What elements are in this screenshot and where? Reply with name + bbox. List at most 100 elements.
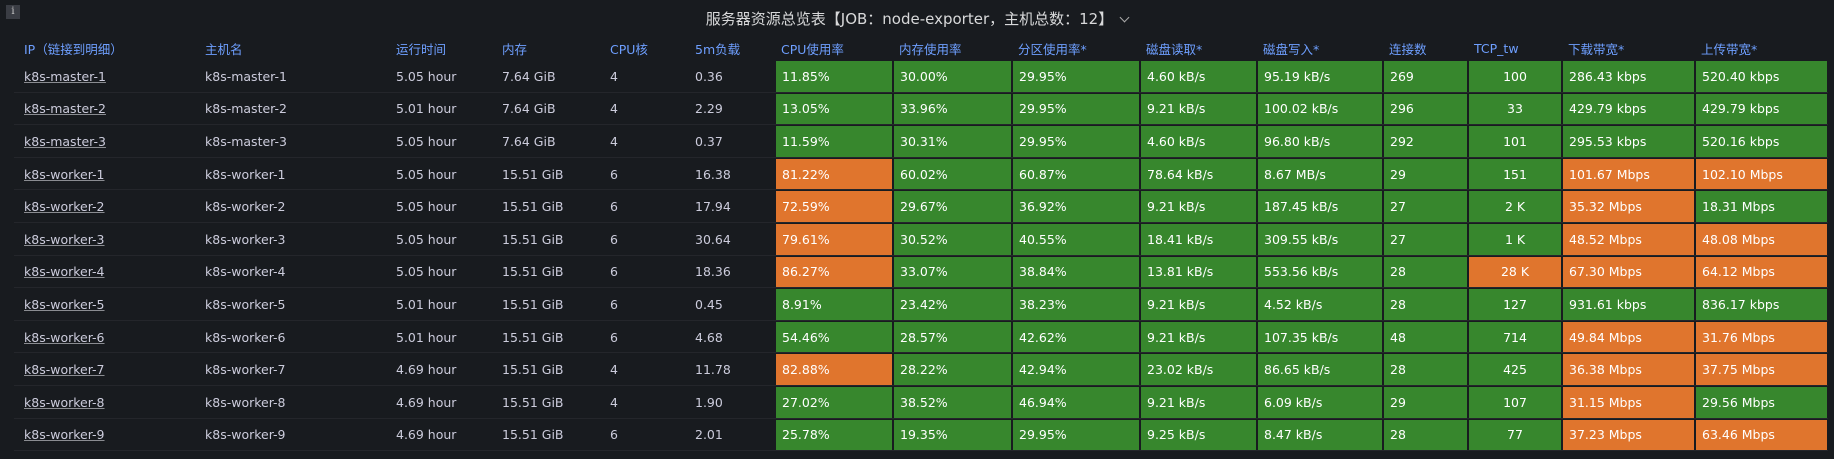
title-chevron[interactable] <box>1119 12 1130 23</box>
table-cell: k8s-worker-4 <box>205 264 286 280</box>
column-header[interactable]: 5m负载 <box>695 41 741 57</box>
table-cell: k8s-worker-9 <box>205 427 286 443</box>
table-cell: 49.84 Mbps <box>1563 321 1694 353</box>
row-divider <box>14 222 1828 223</box>
row-divider <box>14 352 1828 354</box>
table-cell: 72.59% <box>776 191 892 222</box>
row-divider <box>14 189 1828 191</box>
table-cell: 101.67 Mbps <box>1563 158 1694 190</box>
table-cell: 5.05 hour <box>396 231 457 247</box>
table-cell: 5.01 hour <box>396 296 457 312</box>
table-cell: 29.95% <box>1013 419 1139 451</box>
column-header[interactable]: 分区使用率* <box>1018 41 1087 57</box>
host-link[interactable]: k8s-master-2 <box>24 101 106 117</box>
table-cell: 8.47 kB/s <box>1258 419 1382 451</box>
host-link[interactable]: k8s-worker-2 <box>24 199 105 215</box>
table-cell: 28 <box>1384 256 1467 288</box>
table-cell: 5.05 hour <box>396 133 457 149</box>
table-cell: k8s-master-1 <box>205 68 287 84</box>
table-cell: 60.87% <box>1013 158 1139 190</box>
table-cell: 38.23% <box>1013 289 1139 320</box>
table-cell: 17.94 <box>695 199 731 215</box>
column-header[interactable]: 主机名 <box>205 41 243 57</box>
table-cell: 931.61 kbps <box>1563 289 1694 320</box>
column-header[interactable]: TCP_tw <box>1474 40 1519 56</box>
row-divider <box>14 156 1828 158</box>
table-cell: k8s-worker-5 <box>205 296 286 312</box>
table-cell: k8s-worker-2 <box>205 199 286 215</box>
table-cell: 5.05 hour <box>396 68 457 84</box>
column-header[interactable]: 内存使用率 <box>899 41 962 57</box>
table-cell: 15.51 GiB <box>502 362 564 378</box>
column-header[interactable]: 运行时间 <box>396 41 447 57</box>
table-cell: 5.01 hour <box>396 329 457 345</box>
table-cell: 27 <box>1384 191 1467 222</box>
table-cell: 29.67% <box>894 191 1011 222</box>
host-link[interactable]: k8s-worker-9 <box>24 427 105 443</box>
table-cell: 15.51 GiB <box>502 296 564 312</box>
table-cell: 4.68 <box>695 329 723 345</box>
table-cell: 107 <box>1469 387 1561 418</box>
table-cell: 151 <box>1469 158 1561 190</box>
table-cell: 29 <box>1384 387 1467 418</box>
table-cell: 6.09 kB/s <box>1258 387 1382 418</box>
table-cell: 0.45 <box>695 296 723 312</box>
table-cell: 6 <box>610 427 618 443</box>
table-cell: 4 <box>610 68 618 84</box>
column-header[interactable]: 连接数 <box>1389 41 1427 57</box>
column-header[interactable]: 上传带宽* <box>1701 41 1758 57</box>
host-link[interactable]: k8s-worker-7 <box>24 362 105 378</box>
table-cell: 18.41 kB/s <box>1141 224 1256 255</box>
column-header[interactable]: 磁盘读取* <box>1146 41 1203 57</box>
table-cell: 29 <box>1384 158 1467 190</box>
table-cell: 4 <box>610 362 618 378</box>
table-cell: 67.30 Mbps <box>1563 256 1694 288</box>
host-link[interactable]: k8s-worker-1 <box>24 166 105 182</box>
row-divider <box>14 450 1828 452</box>
table-cell: 9.25 kB/s <box>1141 419 1256 451</box>
column-header[interactable]: CPU核 <box>610 41 648 57</box>
table-cell: 15.51 GiB <box>502 264 564 280</box>
table-cell: 269 <box>1384 61 1467 92</box>
host-link[interactable]: k8s-worker-4 <box>24 264 105 280</box>
table-cell: 37.75 Mbps <box>1696 354 1827 385</box>
row-divider <box>14 254 1828 256</box>
row-divider <box>14 124 1828 126</box>
panel-title[interactable]: 服务器资源总览表【JOB：node-exporter，主机总数：12】 <box>0 8 1834 30</box>
column-header[interactable]: 磁盘写入* <box>1263 41 1320 57</box>
host-link[interactable]: k8s-worker-6 <box>24 329 105 345</box>
table-cell: 6 <box>610 199 618 215</box>
host-link[interactable]: k8s-worker-5 <box>24 296 105 312</box>
table-cell: 48.52 Mbps <box>1563 224 1694 255</box>
table-cell: 29.95% <box>1013 93 1139 125</box>
table-cell: 2.29 <box>695 101 723 117</box>
table-cell: 1.90 <box>695 394 723 410</box>
table-cell: 86.27% <box>776 256 892 288</box>
column-header[interactable]: CPU使用率 <box>781 41 844 57</box>
table-cell: 38.52% <box>894 387 1011 418</box>
host-link[interactable]: k8s-master-3 <box>24 133 106 149</box>
table-cell: 5.05 hour <box>396 264 457 280</box>
table-cell: 30.52% <box>894 224 1011 255</box>
host-link[interactable]: k8s-master-1 <box>24 68 106 84</box>
table-cell: 100.02 kB/s <box>1258 93 1382 125</box>
table-cell: 309.55 kB/s <box>1258 224 1382 255</box>
host-link[interactable]: k8s-worker-3 <box>24 231 105 247</box>
table-cell: 95.19 kB/s <box>1258 61 1382 92</box>
column-header[interactable]: IP（链接到明细） <box>24 41 123 57</box>
column-header[interactable]: 下载带宽* <box>1568 41 1625 57</box>
table-cell: 8.67 MB/s <box>1258 158 1382 190</box>
table-cell: 29.95% <box>1013 126 1139 157</box>
table-cell: 37.23 Mbps <box>1563 419 1694 451</box>
table-cell: 46.94% <box>1013 387 1139 418</box>
table-cell: 4 <box>610 394 618 410</box>
table-cell: 5.01 hour <box>396 101 457 117</box>
column-header[interactable]: 内存 <box>502 41 528 57</box>
table-cell: 100 <box>1469 61 1561 92</box>
info-icon[interactable]: i <box>6 5 20 19</box>
table-cell: 15.51 GiB <box>502 166 564 182</box>
table-cell: 102.10 Mbps <box>1696 158 1827 190</box>
table-cell: 9.21 kB/s <box>1141 321 1256 353</box>
host-link[interactable]: k8s-worker-8 <box>24 394 105 410</box>
